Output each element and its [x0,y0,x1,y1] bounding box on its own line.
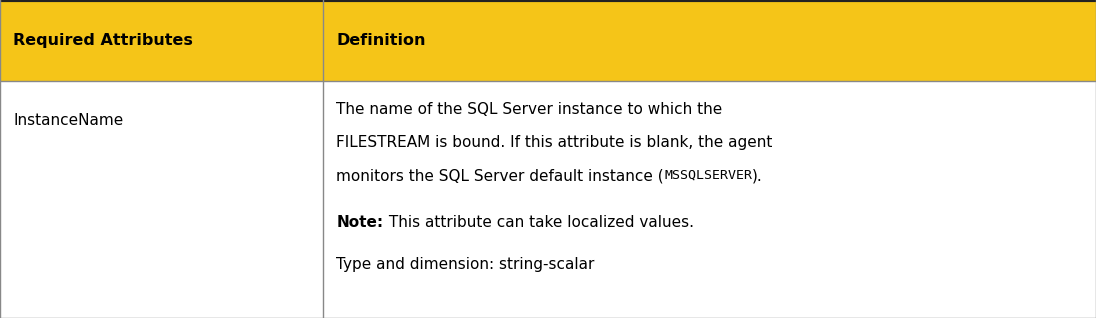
Text: FILESTREAM is bound. If this attribute is blank, the agent: FILESTREAM is bound. If this attribute i… [336,135,773,150]
Bar [0,81,1096,318]
Text: This attribute can take localized values.: This attribute can take localized values… [384,215,694,230]
Text: InstanceName: InstanceName [13,113,124,128]
Text: Type and dimension: string-scalar: Type and dimension: string-scalar [336,257,595,272]
Text: ).: ). [752,169,763,183]
Text: Note:: Note: [336,215,384,230]
Text: The name of the SQL Server instance to which the: The name of the SQL Server instance to w… [336,102,722,117]
Bar [0,0,1096,81]
Text: MSSQLSERVER: MSSQLSERVER [664,169,752,182]
Text: monitors the SQL Server default instance (: monitors the SQL Server default instance… [336,169,664,183]
Text: Definition: Definition [336,33,426,48]
Text: Required Attributes: Required Attributes [13,33,193,48]
